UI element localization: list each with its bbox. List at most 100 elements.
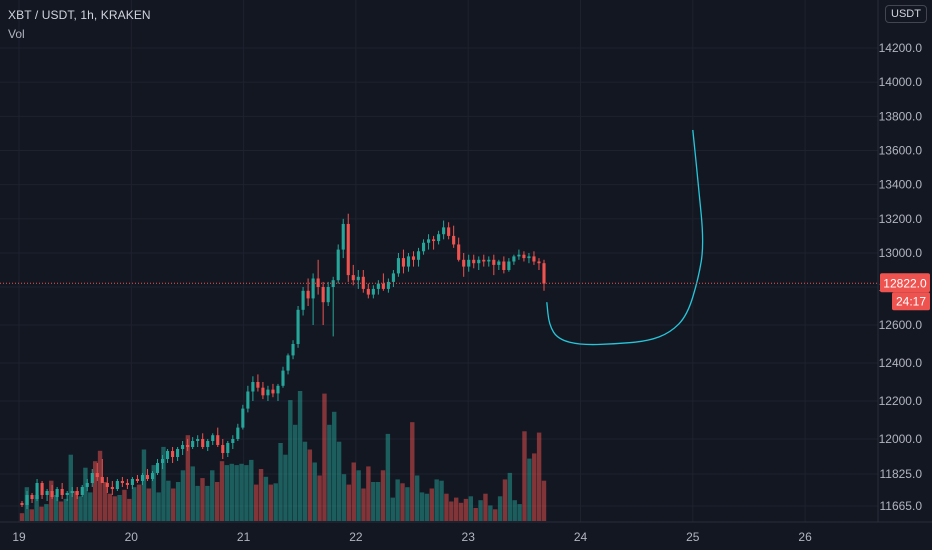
candle-body[interactable] — [211, 435, 215, 441]
candle-body[interactable] — [341, 223, 345, 250]
candle-body[interactable] — [261, 387, 265, 396]
candle-body[interactable] — [306, 290, 310, 299]
candle-body[interactable] — [166, 451, 170, 459]
candle-body[interactable] — [206, 441, 210, 447]
candle-body[interactable] — [25, 495, 29, 505]
candle-body[interactable] — [467, 259, 471, 267]
symbol-title[interactable]: XBT / USDT, 1h, KRAKEN — [8, 8, 151, 22]
candle-body[interactable] — [487, 259, 491, 262]
candle-body[interactable] — [90, 473, 94, 483]
candle-body[interactable] — [286, 355, 290, 371]
projection-curve[interactable] — [546, 129, 704, 346]
candle-body[interactable] — [411, 256, 416, 260]
candle-body[interactable] — [316, 278, 320, 288]
candle-body[interactable] — [351, 275, 355, 281]
candle-body[interactable] — [110, 487, 114, 489]
candle-body[interactable] — [40, 483, 44, 495]
candle-body[interactable] — [216, 435, 220, 445]
candle-body[interactable] — [135, 479, 139, 481]
candle-body[interactable] — [457, 244, 461, 260]
candle-body[interactable] — [241, 408, 245, 428]
x-axis[interactable]: 19 20 21 22 23 24 25 26 — [0, 521, 932, 544]
candle-body[interactable] — [507, 261, 511, 271]
currency-selector-button[interactable]: USDT — [885, 5, 927, 23]
candle-body[interactable] — [115, 481, 119, 489]
candle-body[interactable] — [150, 473, 155, 479]
candle-body[interactable] — [155, 463, 160, 473]
candle-body[interactable] — [416, 251, 421, 260]
candle-body[interactable] — [75, 491, 79, 495]
candle-body[interactable] — [366, 288, 370, 295]
candle-body[interactable] — [55, 489, 59, 497]
candle-body[interactable] — [517, 254, 521, 257]
candle-body[interactable] — [452, 235, 456, 245]
candle-body[interactable] — [291, 344, 295, 356]
candle-body[interactable] — [266, 389, 270, 396]
candle-body[interactable] — [140, 475, 145, 481]
candle-body[interactable] — [537, 261, 541, 264]
candle-body[interactable] — [100, 477, 104, 483]
candle-body[interactable] — [371, 288, 375, 295]
candle-body[interactable] — [281, 370, 285, 386]
candle-body[interactable] — [251, 382, 255, 392]
candle-body[interactable] — [276, 385, 280, 394]
candle-body[interactable] — [356, 276, 360, 281]
candle-body[interactable] — [427, 239, 431, 243]
candle-body[interactable] — [80, 487, 84, 495]
candle-body[interactable] — [391, 273, 395, 282]
candle-body[interactable] — [181, 445, 185, 449]
candle-body[interactable] — [95, 473, 99, 477]
candle-body[interactable] — [70, 491, 74, 493]
candle-body[interactable] — [432, 239, 436, 242]
candle-body[interactable] — [130, 479, 134, 485]
candle-body[interactable] — [256, 382, 260, 388]
candle-body[interactable] — [512, 256, 516, 262]
candle-body[interactable] — [542, 263, 546, 284]
candle-body[interactable] — [176, 449, 180, 457]
candle-body[interactable] — [532, 256, 536, 262]
candle-body[interactable] — [85, 483, 89, 487]
candle-body[interactable] — [301, 290, 305, 310]
candle-body[interactable] — [221, 445, 225, 453]
candle-body[interactable] — [522, 254, 526, 259]
candle-body[interactable] — [386, 281, 390, 289]
candle-body[interactable] — [246, 391, 250, 409]
candle-body[interactable] — [20, 503, 24, 505]
candle-body[interactable] — [376, 283, 380, 289]
candle-body[interactable] — [421, 242, 426, 252]
candle-body[interactable] — [527, 256, 531, 259]
candle-body[interactable] — [186, 445, 190, 447]
candle-body[interactable] — [502, 261, 506, 271]
candle-body[interactable] — [326, 287, 330, 303]
candle-body[interactable] — [226, 443, 230, 453]
candle-body[interactable] — [125, 483, 129, 485]
candle-body[interactable] — [105, 483, 109, 487]
candle-body[interactable] — [50, 491, 54, 497]
candle-body[interactable] — [171, 451, 175, 457]
candle-body[interactable] — [145, 475, 150, 479]
candle-body[interactable] — [482, 259, 486, 262]
candle-body[interactable] — [401, 258, 406, 267]
candle-body[interactable] — [30, 495, 34, 499]
candle-body[interactable] — [120, 481, 124, 483]
candle-body[interactable] — [311, 278, 315, 299]
candle-body[interactable] — [196, 439, 200, 441]
candle-body[interactable] — [321, 287, 325, 303]
candle-body[interactable] — [462, 259, 466, 267]
candle-body[interactable] — [472, 259, 476, 264]
candle-body[interactable] — [406, 256, 411, 267]
candle-body[interactable] — [346, 223, 350, 276]
candle-body[interactable] — [65, 493, 69, 495]
candle-body[interactable] — [396, 258, 400, 274]
candle-body[interactable] — [271, 389, 275, 394]
candle-body[interactable] — [492, 259, 496, 265]
candle-body[interactable] — [201, 439, 205, 447]
candle-body[interactable] — [296, 309, 300, 344]
volume-legend[interactable]: Vol — [8, 27, 25, 41]
candle-body[interactable] — [160, 459, 165, 463]
candle-body[interactable] — [497, 261, 501, 265]
candle-body[interactable] — [336, 249, 340, 281]
candle-body[interactable] — [45, 491, 49, 495]
candle-body[interactable] — [60, 489, 64, 495]
candle-body[interactable] — [191, 441, 195, 447]
